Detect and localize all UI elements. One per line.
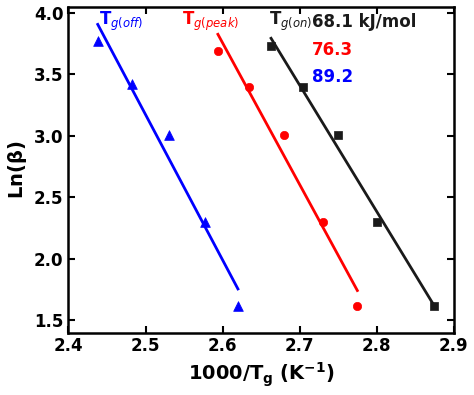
Text: T$_{g(peak)}$: T$_{g(peak)}$ xyxy=(182,10,240,33)
Point xyxy=(128,81,136,87)
Point xyxy=(94,38,101,44)
Point xyxy=(214,48,222,54)
X-axis label: $\mathbf{1000/T_g\ (K^{-1})}$: $\mathbf{1000/T_g\ (K^{-1})}$ xyxy=(188,361,334,389)
Point xyxy=(234,303,242,309)
Point xyxy=(373,219,381,225)
Text: 76.3: 76.3 xyxy=(312,41,353,59)
Point xyxy=(319,219,327,225)
Text: T$_{g(on)}$: T$_{g(on)}$ xyxy=(269,10,312,33)
Point xyxy=(201,219,209,225)
Point xyxy=(354,303,361,309)
Point xyxy=(300,84,307,90)
Text: 89.2: 89.2 xyxy=(312,68,353,86)
Y-axis label: $\mathbf{Ln(\beta)}$: $\mathbf{Ln(\beta)}$ xyxy=(6,141,28,199)
Text: 68.1 kJ/mol: 68.1 kJ/mol xyxy=(312,13,416,30)
Point xyxy=(267,43,275,49)
Point xyxy=(165,132,173,138)
Point xyxy=(430,303,438,309)
Point xyxy=(334,132,342,138)
Text: T$_{g(off)}$: T$_{g(off)}$ xyxy=(99,10,144,33)
Point xyxy=(280,132,288,138)
Point xyxy=(246,84,253,90)
